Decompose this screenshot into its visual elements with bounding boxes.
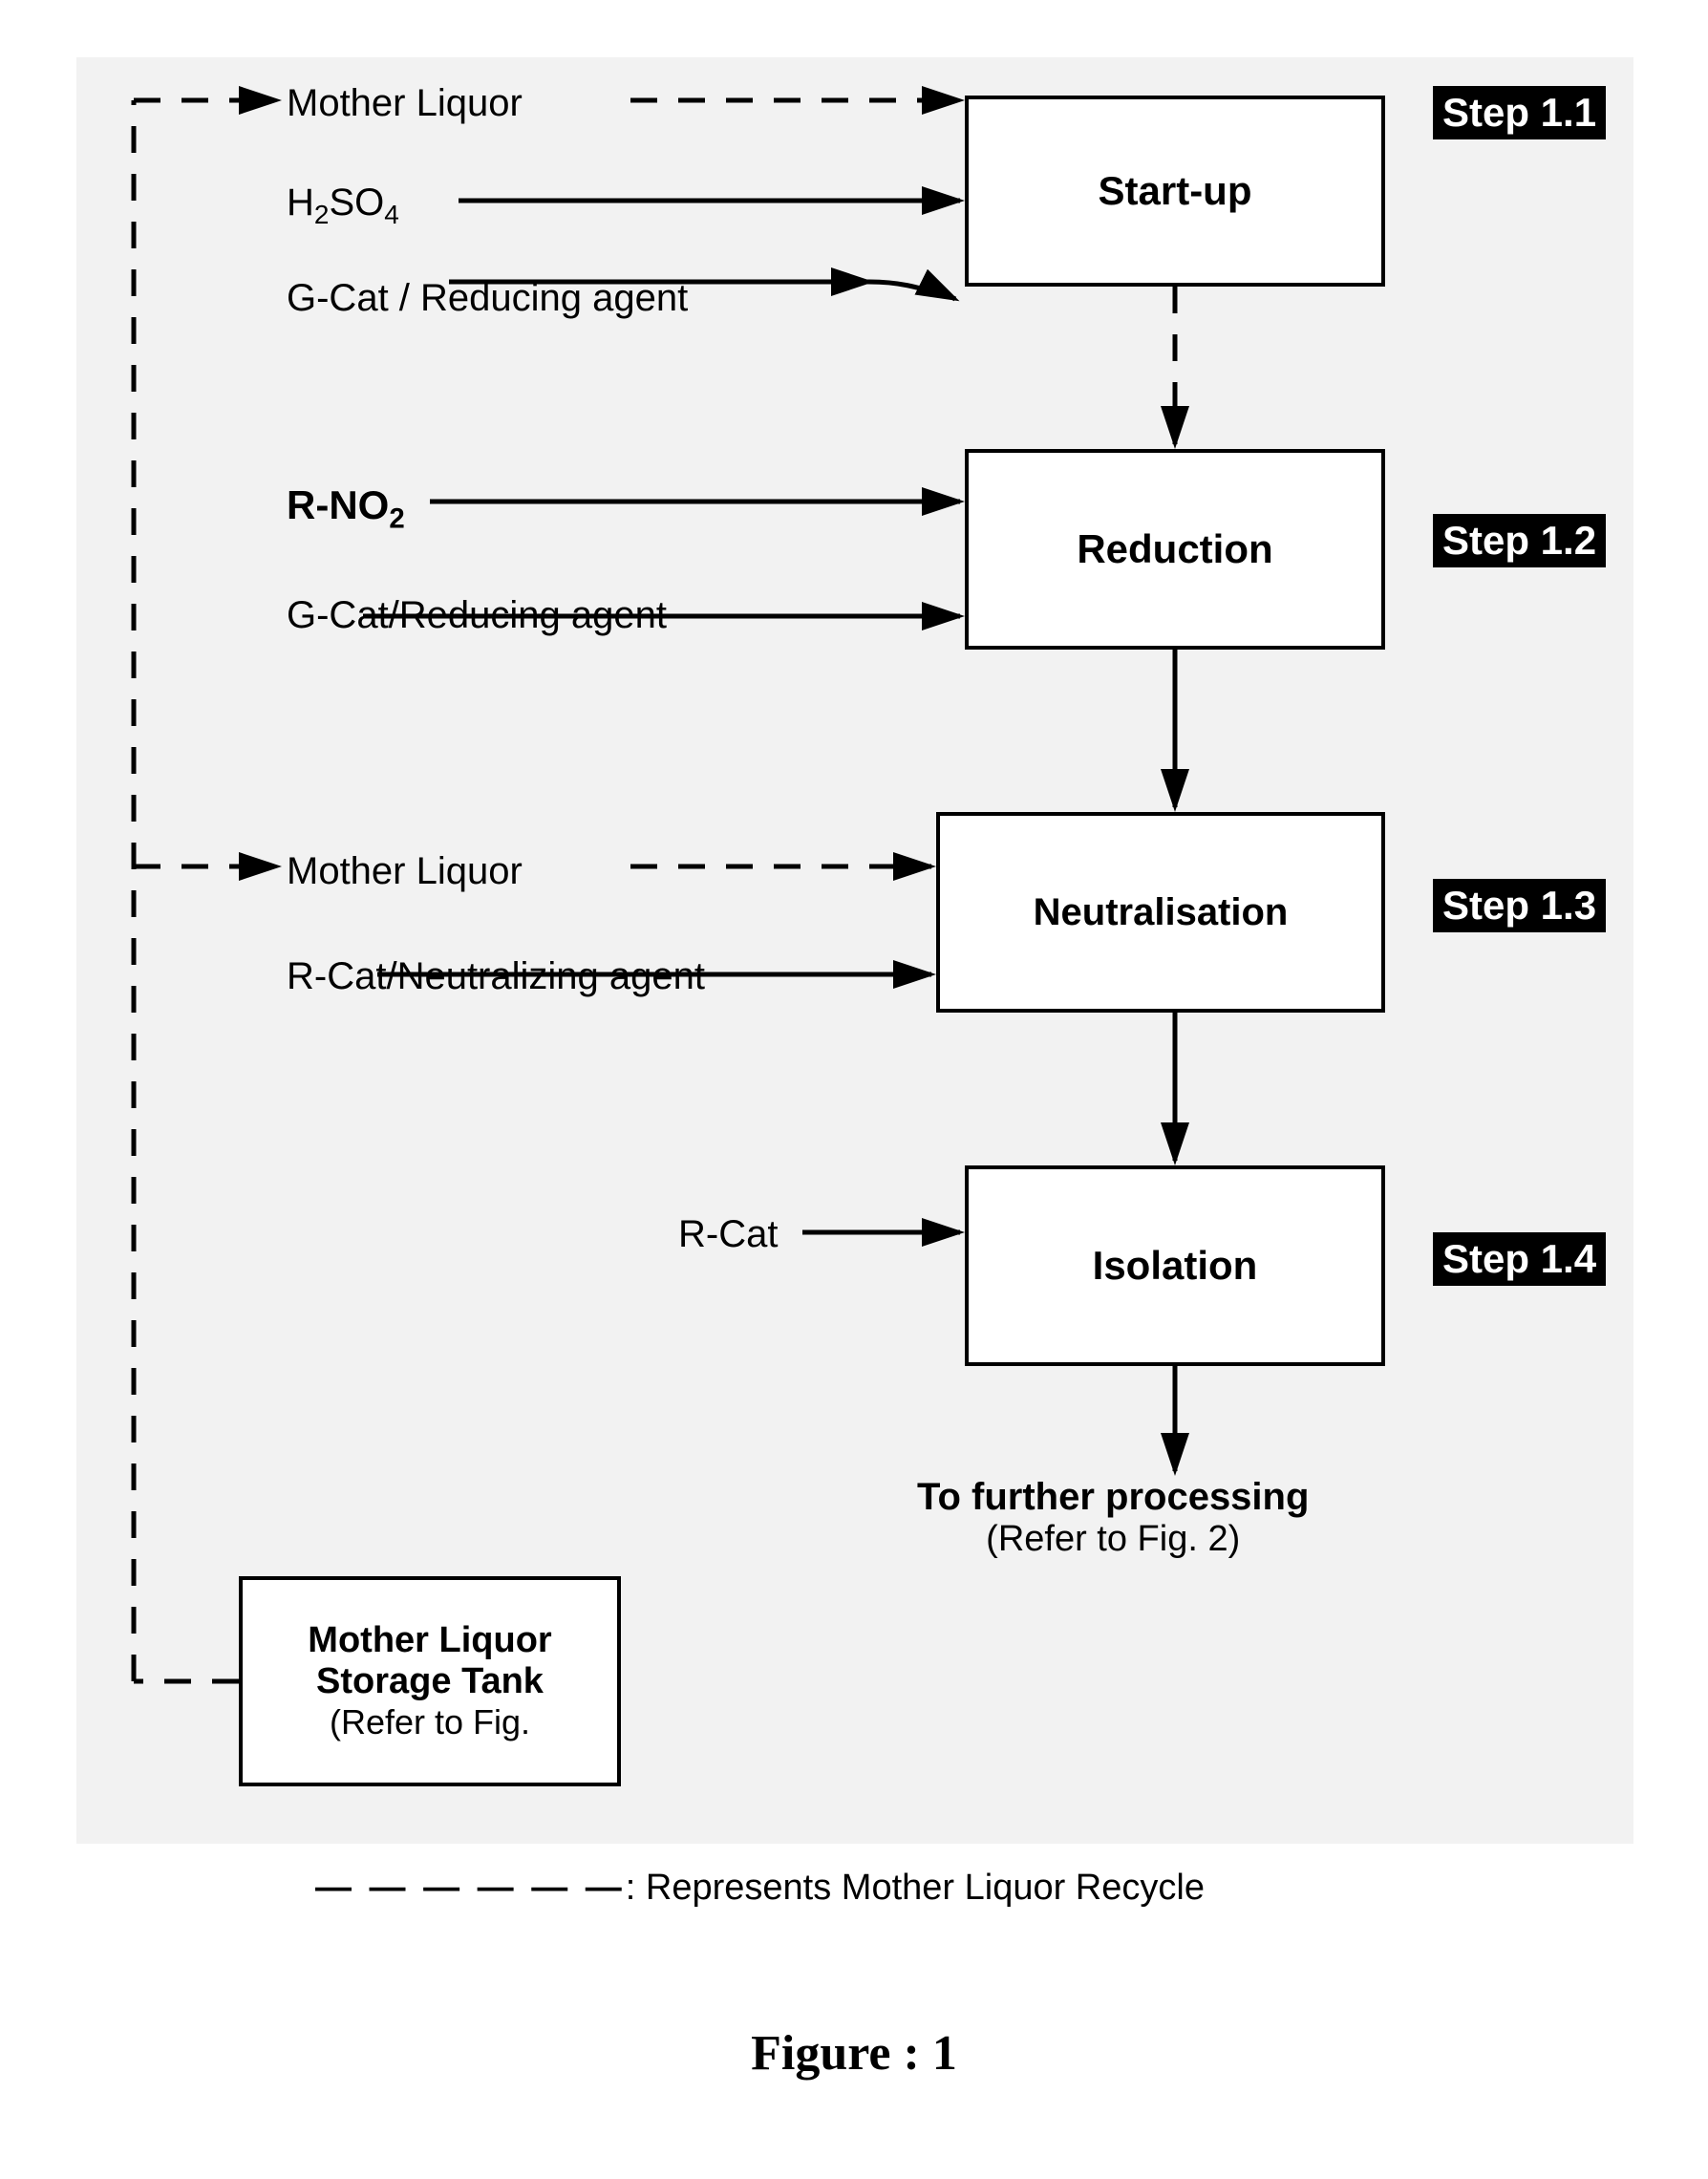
box-startup-label: Start-up <box>1099 168 1252 214</box>
input-h2so4: H2SO4 <box>287 182 399 230</box>
storage-line1: Mother Liquor <box>308 1620 551 1661</box>
storage-line3: (Refer to Fig. <box>330 1702 530 1742</box>
box-isolation-label: Isolation <box>1093 1243 1258 1289</box>
box-neutralisation: Neutralisation <box>936 812 1385 1013</box>
input-rcat: R-Cat <box>678 1213 778 1256</box>
input-mother-liquor-1: Mother Liquor <box>287 82 523 125</box>
storage-line2: Storage Tank <box>316 1661 544 1702</box>
step-badge-2: Step 1.2 <box>1433 514 1606 567</box>
input-gcat-1: G-Cat / Reducing agent <box>287 277 688 320</box>
box-isolation: Isolation <box>965 1165 1385 1366</box>
box-reduction: Reduction <box>965 449 1385 650</box>
input-gcat-2: G-Cat/Reducing agent <box>287 594 667 637</box>
output-line1: To further processing <box>917 1476 1309 1519</box>
box-neutralisation-label: Neutralisation <box>1034 891 1289 934</box>
input-rno2: R-NO2 <box>287 482 405 535</box>
step-badge-1: Step 1.1 <box>1433 86 1606 139</box>
input-rcat-neutral: R-Cat/Neutralizing agent <box>287 955 705 998</box>
figure-title: Figure : 1 <box>0 2025 1708 2082</box>
legend-label: : Represents Mother Liquor Recycle <box>626 1868 1205 1909</box>
input-mother-liquor-2: Mother Liquor <box>287 850 523 893</box>
step-badge-4: Step 1.4 <box>1433 1232 1606 1286</box>
legend: — — — — — — : Represents Mother Liquor R… <box>315 1868 1205 1909</box>
legend-dashes: — — — — — — <box>315 1868 626 1909</box>
box-startup: Start-up <box>965 96 1385 287</box>
output-further-processing: To further processing (Refer to Fig. 2) <box>917 1476 1309 1560</box>
box-storage: Mother Liquor Storage Tank (Refer to Fig… <box>239 1576 621 1786</box>
output-line2: (Refer to Fig. 2) <box>917 1519 1309 1560</box>
box-reduction-label: Reduction <box>1077 526 1272 572</box>
step-badge-3: Step 1.3 <box>1433 879 1606 932</box>
